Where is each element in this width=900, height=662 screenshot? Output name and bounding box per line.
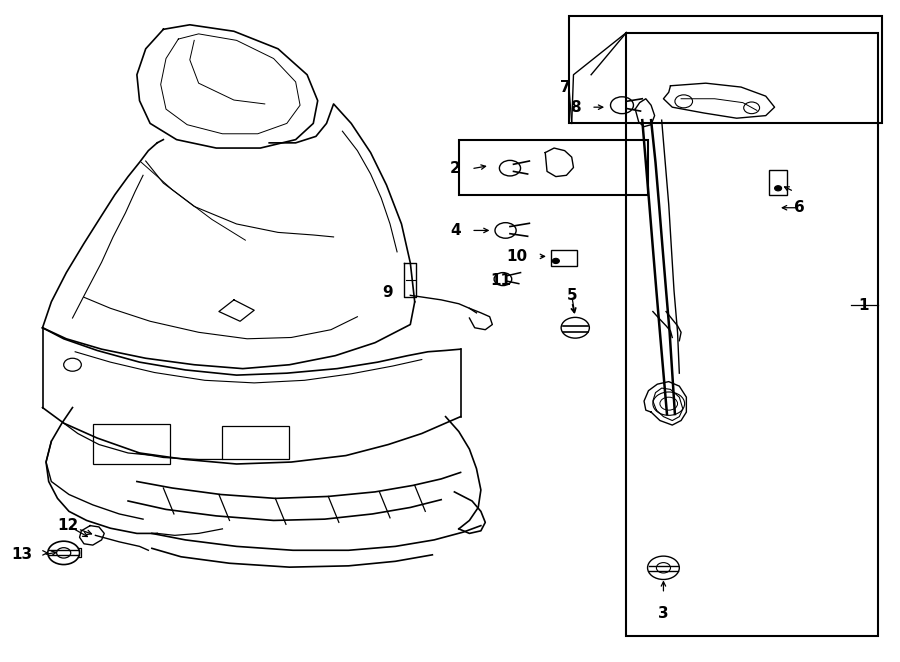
Text: 5: 5 [566,288,577,303]
Bar [459,140,648,195]
Bar [222,426,289,459]
Text: 4: 4 [450,223,461,238]
Text: 10: 10 [507,249,527,264]
Text: 3: 3 [658,606,669,621]
Bar [569,17,882,123]
Text: 11: 11 [491,273,512,288]
Bar [626,32,878,636]
Text: 12: 12 [58,518,78,533]
Text: 2: 2 [450,162,461,176]
Text: 6: 6 [794,200,805,215]
Bar [551,250,577,266]
Text: 7: 7 [560,80,571,95]
Text: 9: 9 [382,285,392,300]
Text: 13: 13 [12,547,32,562]
Bar [93,424,170,464]
Circle shape [553,258,560,263]
Bar [770,170,787,195]
Circle shape [775,185,781,191]
Text: 1: 1 [859,297,868,312]
Text: 8: 8 [570,100,580,115]
